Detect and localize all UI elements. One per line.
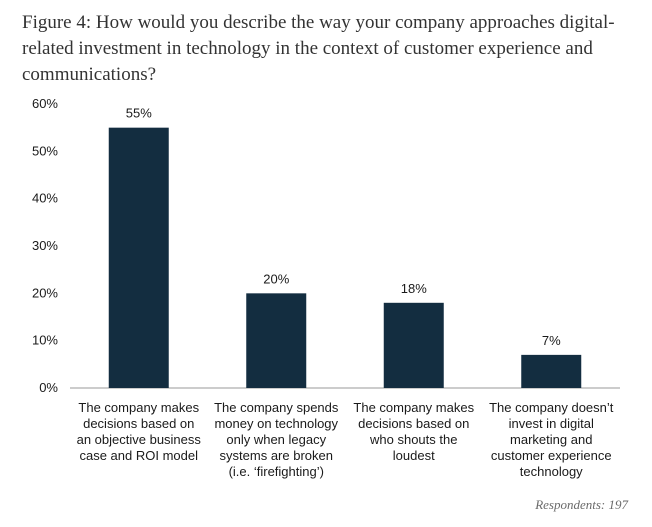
x-category-label-line: (i.e. ‘firefighting’) — [228, 464, 324, 479]
x-category-label-line: The company spends — [214, 400, 339, 415]
x-category-label-line: decisions based on — [83, 416, 195, 431]
x-category-label-line: technology — [519, 464, 583, 479]
x-category-label-line: loudest — [392, 448, 435, 463]
bar — [246, 293, 307, 388]
x-category-label-line: customer experience — [490, 448, 612, 463]
bar — [521, 354, 582, 388]
y-tick-label: 0% — [39, 380, 58, 395]
x-category-label-line: who shouts the — [370, 432, 458, 447]
y-tick-label: 50% — [32, 143, 58, 158]
x-category-label-line: case and ROI model — [79, 448, 198, 463]
x-category-label: The company spends money on technology onl… — [206, 400, 346, 480]
title-line-1: Figure 4: How would you describe the way… — [22, 12, 615, 33]
title-line-3: communications? — [22, 64, 157, 85]
bar-value-label: 55% — [126, 106, 152, 121]
x-category-label-line: decisions based on — [358, 416, 470, 431]
bar — [108, 127, 169, 389]
x-category-label: The company makes decisions based on who s… — [344, 400, 484, 464]
chart-title: Figure 4: How would you describe the way… — [22, 10, 632, 88]
x-category-label: The company makes decisions based on an ob… — [69, 400, 209, 464]
y-tick-label: 60% — [32, 96, 58, 111]
y-tick-label: 30% — [32, 238, 58, 253]
x-category-label-line: only when legacy — [226, 432, 327, 447]
x-category-label-line: an objective business — [76, 432, 201, 447]
x-category-label-line: marketing and — [510, 432, 593, 447]
y-tick-label: 10% — [32, 333, 58, 348]
bar-value-label: 7% — [542, 333, 561, 348]
bar — [383, 302, 444, 388]
x-category-label-line: money on technology — [214, 416, 339, 431]
x-category-label: The company doesn’t invest in digital mark… — [481, 400, 621, 480]
y-tick-label: 40% — [32, 191, 58, 206]
x-category-label-line: systems are broken — [219, 448, 333, 463]
respondents-footnote: Respondents: 197 — [535, 497, 628, 512]
bar-value-label: 20% — [263, 271, 289, 286]
x-category-label-line: The company doesn’t — [489, 400, 614, 415]
title-line-2: related investment in technology in the … — [22, 38, 593, 59]
x-category-label-line: The company makes — [78, 400, 200, 415]
x-category-label-line: invest in digital — [508, 416, 594, 431]
y-tick-label: 20% — [32, 285, 58, 300]
x-category-label-line: The company makes — [353, 400, 475, 415]
bar-value-label: 18% — [401, 281, 427, 296]
